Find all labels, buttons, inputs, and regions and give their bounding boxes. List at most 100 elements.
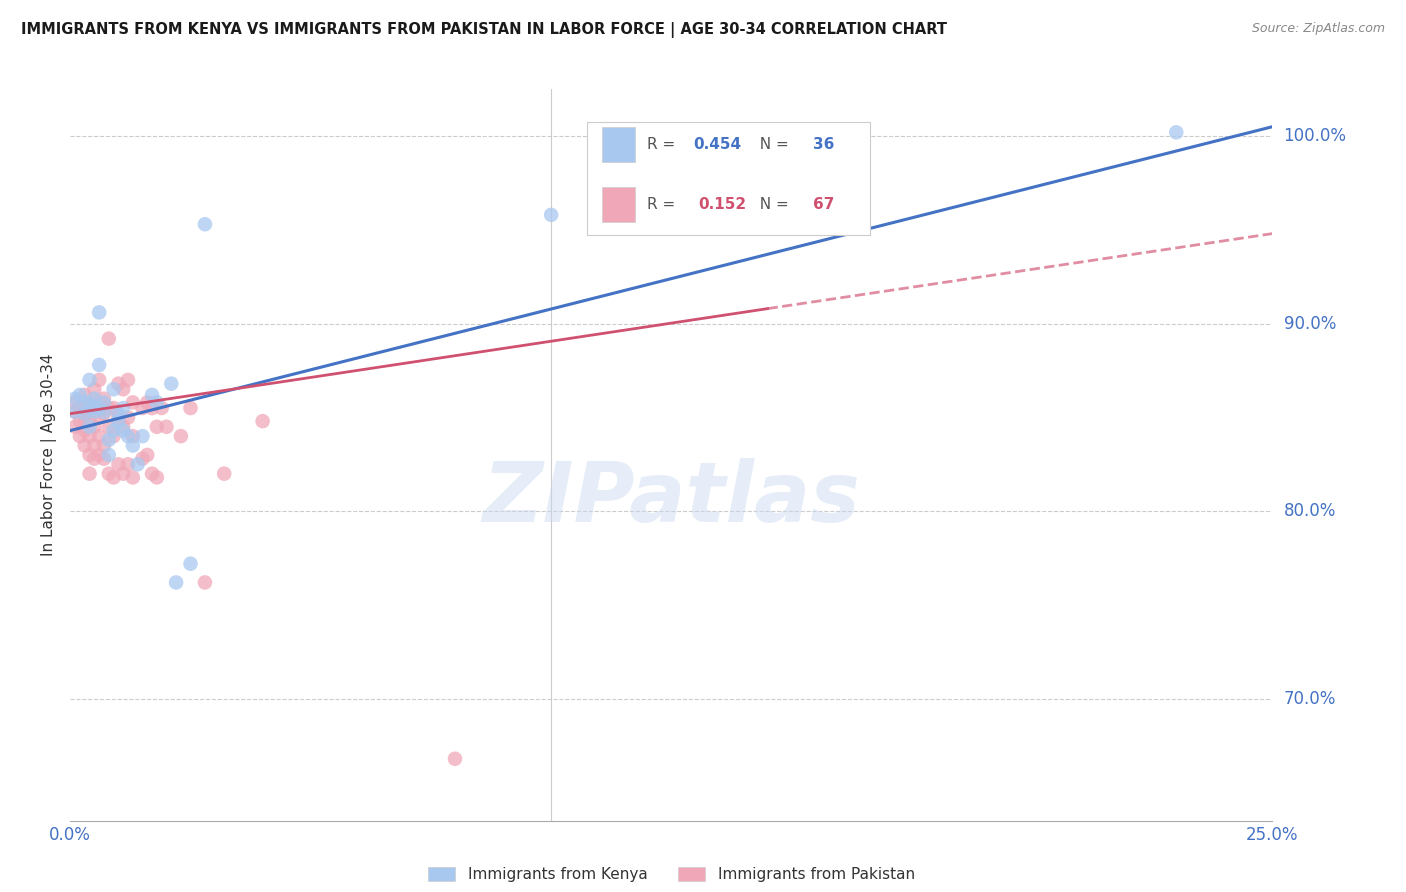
Point bbox=[83, 392, 105, 406]
Point bbox=[194, 217, 217, 231]
Point bbox=[107, 376, 129, 391]
Point bbox=[93, 392, 115, 406]
Point bbox=[146, 395, 169, 409]
Point bbox=[165, 575, 187, 590]
Point bbox=[112, 401, 135, 415]
Point bbox=[117, 458, 139, 472]
Point bbox=[121, 429, 143, 443]
Text: R =: R = bbox=[647, 137, 681, 153]
Point bbox=[79, 397, 101, 411]
Legend: Immigrants from Kenya, Immigrants from Pakistan: Immigrants from Kenya, Immigrants from P… bbox=[427, 867, 915, 882]
Point bbox=[131, 401, 153, 415]
Point bbox=[127, 458, 149, 472]
Point bbox=[79, 419, 101, 434]
Point bbox=[131, 429, 153, 443]
Point bbox=[83, 419, 105, 434]
Point bbox=[141, 388, 163, 402]
Point bbox=[136, 448, 159, 462]
Point bbox=[136, 395, 159, 409]
Point bbox=[69, 429, 91, 443]
Point bbox=[69, 414, 91, 428]
Point bbox=[73, 395, 96, 409]
Point bbox=[97, 433, 120, 447]
Point bbox=[73, 424, 96, 438]
Point bbox=[107, 410, 129, 425]
Text: 67: 67 bbox=[813, 197, 835, 212]
Point bbox=[141, 467, 163, 481]
Point bbox=[79, 429, 101, 443]
Point bbox=[103, 382, 125, 396]
Point bbox=[112, 419, 135, 434]
Point bbox=[73, 410, 96, 425]
Point bbox=[121, 470, 143, 484]
Text: N =: N = bbox=[749, 137, 793, 153]
Point bbox=[107, 407, 129, 421]
Text: 0.454: 0.454 bbox=[693, 137, 741, 153]
Point bbox=[73, 407, 96, 421]
Point bbox=[93, 405, 115, 419]
Point bbox=[112, 424, 135, 438]
Point bbox=[93, 451, 115, 466]
Point bbox=[170, 429, 193, 443]
Point bbox=[63, 395, 86, 409]
Text: IMMIGRANTS FROM KENYA VS IMMIGRANTS FROM PAKISTAN IN LABOR FORCE | AGE 30-34 COR: IMMIGRANTS FROM KENYA VS IMMIGRANTS FROM… bbox=[21, 22, 948, 38]
Point bbox=[150, 401, 173, 415]
Point bbox=[89, 395, 111, 409]
Text: 70.0%: 70.0% bbox=[1284, 690, 1336, 707]
Point bbox=[444, 752, 467, 766]
Point bbox=[89, 305, 111, 319]
Point bbox=[146, 470, 169, 484]
Point bbox=[89, 358, 111, 372]
Point bbox=[79, 395, 101, 409]
Point bbox=[73, 438, 96, 452]
Point bbox=[89, 448, 111, 462]
Text: Source: ZipAtlas.com: Source: ZipAtlas.com bbox=[1251, 22, 1385, 36]
Point bbox=[103, 429, 125, 443]
Bar bbox=[602, 187, 636, 222]
Point bbox=[79, 414, 101, 428]
Point bbox=[194, 575, 217, 590]
Point bbox=[69, 401, 91, 415]
Point bbox=[180, 401, 202, 415]
Point bbox=[107, 458, 129, 472]
Point bbox=[69, 388, 91, 402]
Point bbox=[97, 467, 120, 481]
Point bbox=[93, 395, 115, 409]
Point bbox=[107, 414, 129, 428]
Point bbox=[112, 382, 135, 396]
Point bbox=[97, 448, 120, 462]
Point bbox=[160, 376, 183, 391]
Point bbox=[117, 410, 139, 425]
Point bbox=[83, 401, 105, 415]
Point bbox=[83, 401, 105, 415]
Point bbox=[121, 395, 143, 409]
Point bbox=[79, 467, 101, 481]
Point bbox=[83, 405, 105, 419]
Point bbox=[79, 448, 101, 462]
Point bbox=[63, 392, 86, 406]
Point bbox=[103, 401, 125, 415]
Bar bbox=[602, 128, 636, 162]
Point bbox=[73, 407, 96, 421]
Point bbox=[131, 451, 153, 466]
Point bbox=[93, 407, 115, 421]
Point bbox=[121, 438, 143, 452]
Text: ZIPatlas: ZIPatlas bbox=[482, 458, 860, 540]
Y-axis label: In Labor Force | Age 30-34: In Labor Force | Age 30-34 bbox=[41, 353, 58, 557]
Point bbox=[63, 405, 86, 419]
Point bbox=[180, 557, 202, 571]
Text: N =: N = bbox=[749, 197, 793, 212]
Point bbox=[93, 438, 115, 452]
Text: 90.0%: 90.0% bbox=[1284, 315, 1336, 333]
Point bbox=[141, 401, 163, 415]
Point bbox=[83, 382, 105, 396]
Text: 36: 36 bbox=[813, 137, 835, 153]
Point bbox=[63, 405, 86, 419]
Point bbox=[117, 429, 139, 443]
Point bbox=[103, 470, 125, 484]
Point bbox=[1166, 125, 1188, 139]
Point bbox=[63, 419, 86, 434]
Point bbox=[83, 451, 105, 466]
Point bbox=[97, 332, 120, 346]
Point bbox=[103, 424, 125, 438]
